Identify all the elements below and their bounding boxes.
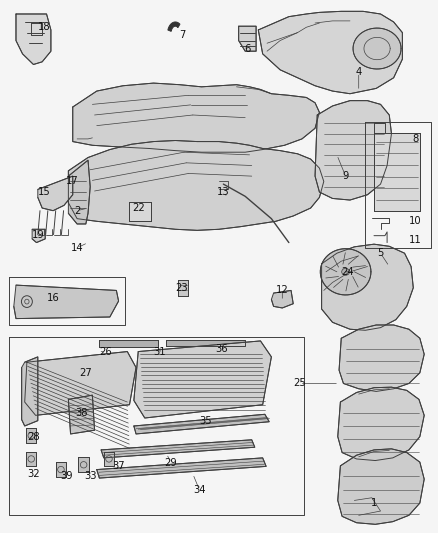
Polygon shape [130,201,151,221]
Text: 14: 14 [71,243,83,253]
Polygon shape [134,341,272,418]
Polygon shape [321,244,413,330]
Polygon shape [26,451,36,466]
Text: 17: 17 [67,176,79,187]
Polygon shape [353,28,401,69]
Text: 36: 36 [215,344,227,354]
Polygon shape [68,141,324,230]
Text: 31: 31 [154,346,166,357]
Text: 28: 28 [27,432,40,442]
Text: 2: 2 [74,206,80,216]
Polygon shape [320,249,371,295]
Polygon shape [21,357,38,426]
Text: 27: 27 [79,368,92,378]
Polygon shape [177,280,188,296]
Polygon shape [78,457,89,472]
Text: 4: 4 [356,68,362,77]
Text: 9: 9 [343,171,349,181]
Text: 23: 23 [176,283,188,293]
Polygon shape [99,340,158,348]
Text: 16: 16 [47,293,60,303]
Polygon shape [97,458,266,478]
Polygon shape [166,340,245,346]
Polygon shape [168,22,180,31]
Polygon shape [134,414,269,434]
Text: 1: 1 [371,498,377,508]
Polygon shape [101,440,255,458]
Polygon shape [16,14,51,64]
Polygon shape [32,229,45,243]
Text: 33: 33 [84,472,96,481]
Polygon shape [272,290,293,308]
Polygon shape [38,176,73,211]
Polygon shape [338,387,424,461]
Text: 7: 7 [179,30,185,41]
Polygon shape [339,325,424,391]
Polygon shape [338,449,424,524]
Polygon shape [73,83,319,152]
Text: 6: 6 [244,44,251,53]
Text: 5: 5 [378,248,384,258]
Text: 32: 32 [27,469,40,479]
Text: 19: 19 [32,230,44,240]
Text: 15: 15 [38,187,51,197]
Text: 25: 25 [293,378,306,389]
Polygon shape [26,428,36,443]
Text: 8: 8 [412,134,419,144]
Polygon shape [315,101,392,200]
Text: 11: 11 [409,235,422,245]
Text: 10: 10 [409,216,422,227]
Text: 26: 26 [99,346,112,357]
Polygon shape [25,352,136,415]
Text: 39: 39 [60,472,73,481]
Polygon shape [104,451,114,466]
Text: 24: 24 [342,267,354,277]
Polygon shape [56,462,66,477]
Polygon shape [374,133,420,211]
Text: 37: 37 [112,461,125,471]
Polygon shape [68,160,90,224]
Text: 22: 22 [132,203,145,213]
Ellipse shape [342,268,350,275]
Text: 38: 38 [75,408,88,418]
Polygon shape [239,26,256,51]
Text: 34: 34 [193,485,205,495]
Polygon shape [68,395,95,434]
Text: 12: 12 [276,286,289,295]
Polygon shape [14,285,119,319]
Text: 29: 29 [165,458,177,468]
Text: 35: 35 [200,416,212,426]
Polygon shape [258,11,403,94]
Text: 18: 18 [38,22,51,33]
Text: 13: 13 [217,187,230,197]
